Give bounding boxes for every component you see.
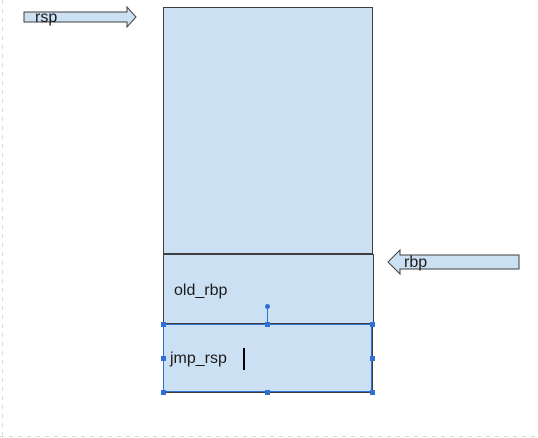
rotation-handle[interactable] — [265, 304, 270, 309]
resize-handle-top-right[interactable] — [370, 322, 375, 327]
resize-handle-top-center[interactable] — [265, 322, 270, 327]
rbp-label: rbp — [404, 254, 428, 271]
text-caret — [243, 348, 245, 370]
old-rbp-label: old_rbp — [174, 282, 228, 299]
resize-handle-bottom-center[interactable] — [265, 390, 270, 395]
rsp-arrow-shape — [23, 5, 137, 29]
resize-handle-middle-right[interactable] — [370, 356, 375, 361]
stack-block-jmp-rsp[interactable] — [163, 324, 373, 393]
resize-handle-top-left[interactable] — [161, 322, 166, 327]
rotation-handle-line — [267, 307, 268, 324]
resize-handle-middle-left[interactable] — [161, 356, 166, 361]
jmp-rsp-label[interactable]: jmp_rsp — [170, 350, 227, 367]
stack-block-top[interactable] — [163, 7, 373, 254]
resize-handle-bottom-right[interactable] — [370, 390, 375, 395]
rsp-label: rsp — [35, 9, 58, 26]
rbp-arrow-shape — [387, 248, 520, 276]
resize-handle-bottom-left[interactable] — [161, 390, 166, 395]
